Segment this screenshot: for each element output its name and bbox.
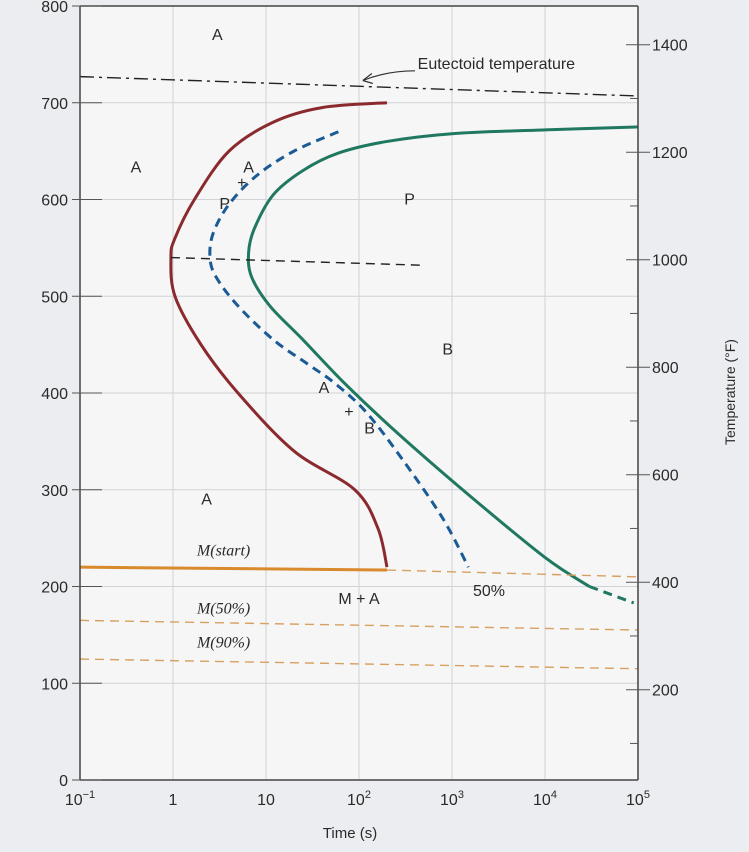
annotation-6: P: [219, 196, 230, 213]
series-m_50: [79, 619, 639, 631]
annotation-7: P: [404, 191, 415, 208]
y-axis-right-label: Temperature (°F): [722, 339, 738, 445]
annotation-15: M(50%): [196, 601, 250, 618]
eutectoid-pointer: [362, 70, 415, 82]
series-nose: [170, 256, 425, 266]
y-left-tick-label-3: 300: [41, 483, 68, 500]
series-50pct: [208, 130, 470, 568]
annotation-4: A: [243, 159, 254, 176]
annotation-0: Eutectoid temperature: [418, 56, 576, 73]
annotation-2: A: [131, 159, 142, 176]
y-right-tick-label-3: 800: [652, 360, 679, 377]
y-left-tick-label-1: 100: [41, 676, 68, 693]
y-left-tick-label-7: 700: [41, 96, 68, 113]
x-tick-label-4: 103: [440, 789, 464, 809]
x-axis-label: Time (s): [323, 825, 377, 842]
x-tick-label-1: 1: [169, 792, 178, 809]
annotation-1: A: [212, 27, 223, 44]
x-tick-label-0: 10−1: [65, 789, 95, 809]
y-right-tick-label-1: 400: [652, 575, 679, 592]
series-start: [169, 101, 389, 568]
y-left-tick-label-0: 0: [59, 773, 68, 790]
annotation-14: M(start): [196, 543, 250, 560]
annotation-9: A: [319, 380, 330, 397]
y-left-tick-label-5: 500: [41, 289, 68, 306]
series-m_90: [79, 658, 639, 670]
x-tick-label-6: 105: [626, 789, 650, 809]
y-right-tick-label-6: 1400: [652, 38, 688, 55]
series-layer: [79, 70, 639, 670]
series-finish: [246, 125, 639, 588]
x-tick-label-5: 104: [533, 789, 557, 809]
x-tick-label-2: 10: [257, 792, 275, 809]
series-m_start_ext: [386, 569, 639, 578]
series-eutectoid: [79, 75, 639, 97]
annotation-16: M(90%): [196, 634, 250, 651]
annotation-12: 50%: [473, 583, 505, 600]
eutectoid-arrowhead: [362, 73, 374, 85]
tick-labels: 0 100 200 300 400 500 600 700 800 200 400 600 800 100…: [41, 0, 687, 809]
y-right-tick-label-2: 600: [652, 468, 679, 485]
annotation-5: +: [237, 175, 246, 192]
y-right-tick-label-0: 200: [652, 683, 679, 700]
series-finish_dashed: [588, 585, 635, 605]
y-left-tick-label-2: 200: [41, 580, 68, 597]
y-left-tick-label-4: 400: [41, 386, 68, 403]
series-m_start: [79, 565, 388, 572]
annotation-8: B: [442, 341, 453, 358]
annotation-3: A: [201, 491, 212, 508]
y-left-tick-label-8: 800: [41, 0, 68, 16]
annotation-11: B: [364, 421, 375, 438]
annotation-10: +: [344, 404, 353, 421]
annotation-13: M + A: [338, 591, 380, 608]
x-tick-label-3: 102: [347, 789, 371, 809]
y-right-tick-label-5: 1200: [652, 145, 688, 162]
y-right-tick-label-4: 1000: [652, 253, 688, 270]
y-left-tick-label-6: 600: [41, 193, 68, 210]
